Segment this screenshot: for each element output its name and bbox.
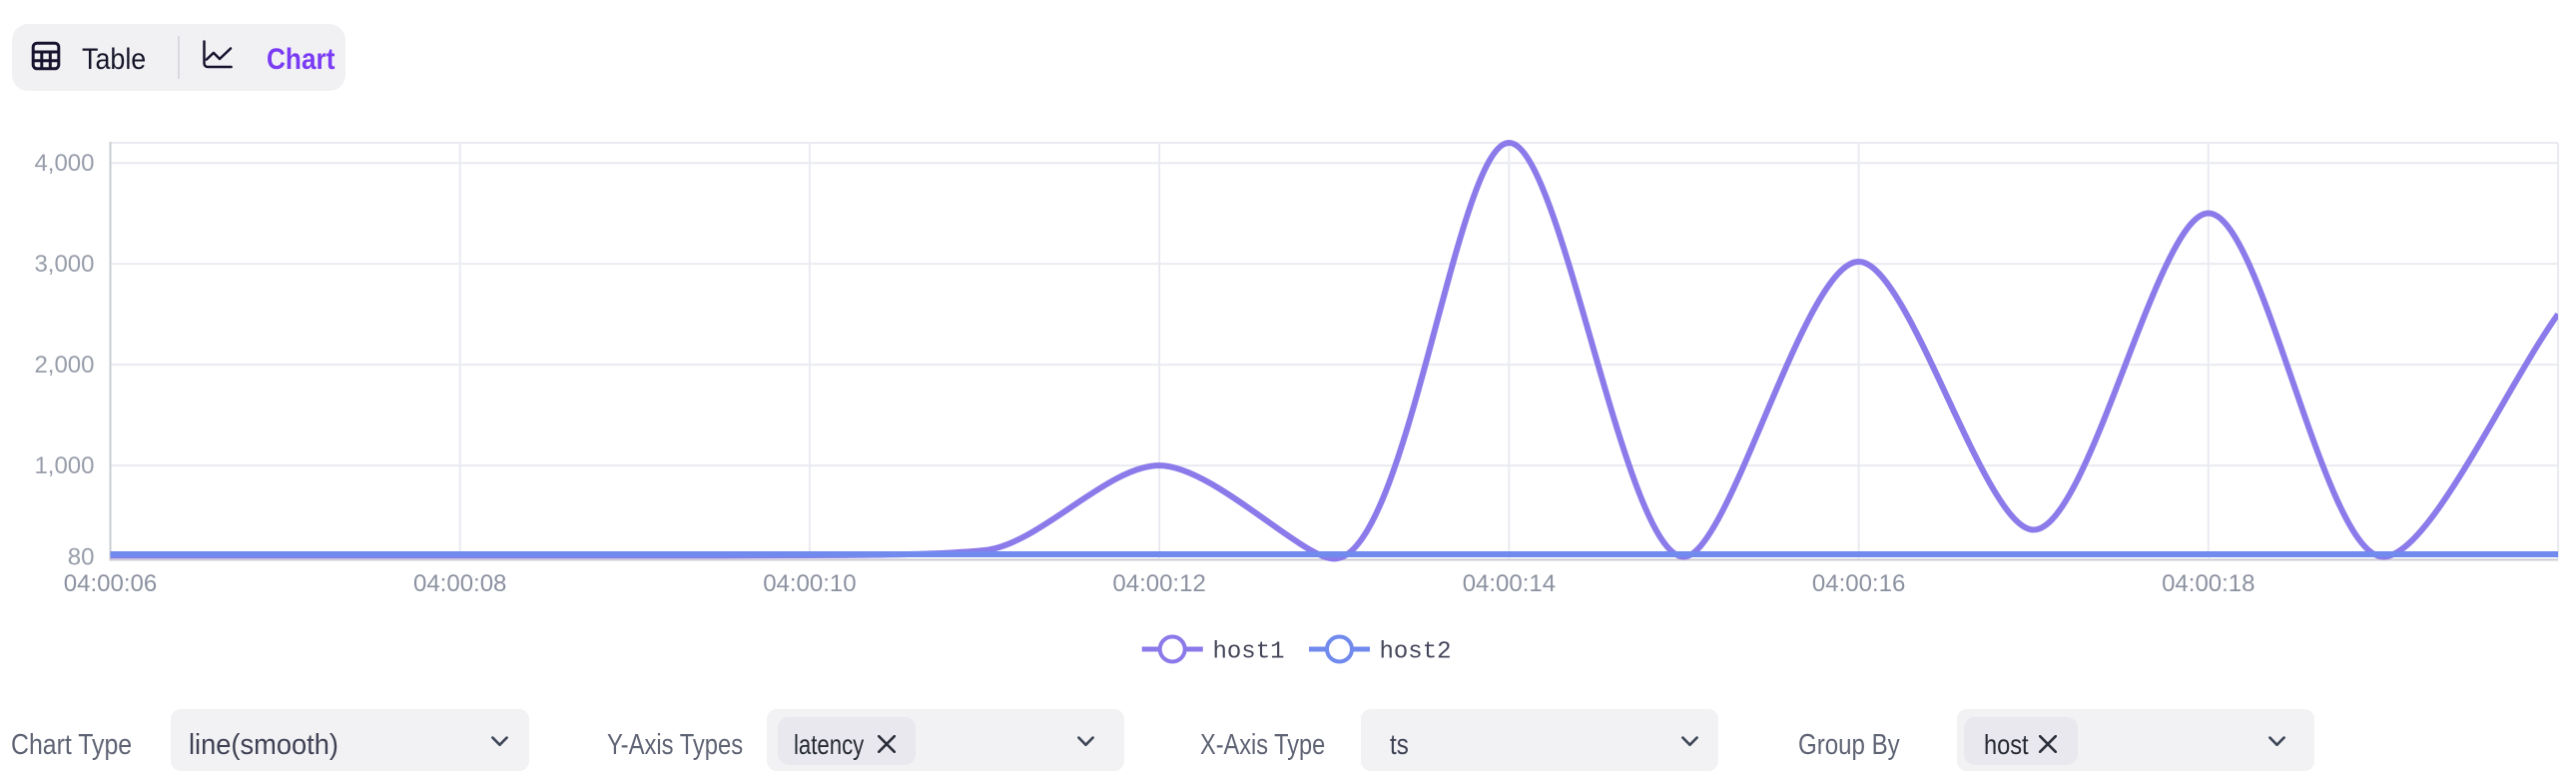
svg-text:80: 80 xyxy=(68,544,95,571)
svg-text:04:00:12: 04:00:12 xyxy=(1112,570,1205,597)
svg-text:04:00:16: 04:00:16 xyxy=(1812,570,1905,597)
svg-text:3,000: 3,000 xyxy=(34,251,94,278)
svg-text:4,000: 4,000 xyxy=(34,150,94,177)
svg-text:04:00:14: 04:00:14 xyxy=(1463,570,1556,597)
svg-text:04:00:06: 04:00:06 xyxy=(64,570,157,597)
svg-text:1,000: 1,000 xyxy=(34,452,94,479)
svg-text:04:00:18: 04:00:18 xyxy=(2162,570,2254,597)
svg-text:04:00:10: 04:00:10 xyxy=(763,570,856,597)
svg-text:host2: host2 xyxy=(1380,639,1452,666)
svg-text:2,000: 2,000 xyxy=(34,352,94,379)
svg-text:04:00:08: 04:00:08 xyxy=(413,570,506,597)
svg-text:host1: host1 xyxy=(1213,639,1285,666)
